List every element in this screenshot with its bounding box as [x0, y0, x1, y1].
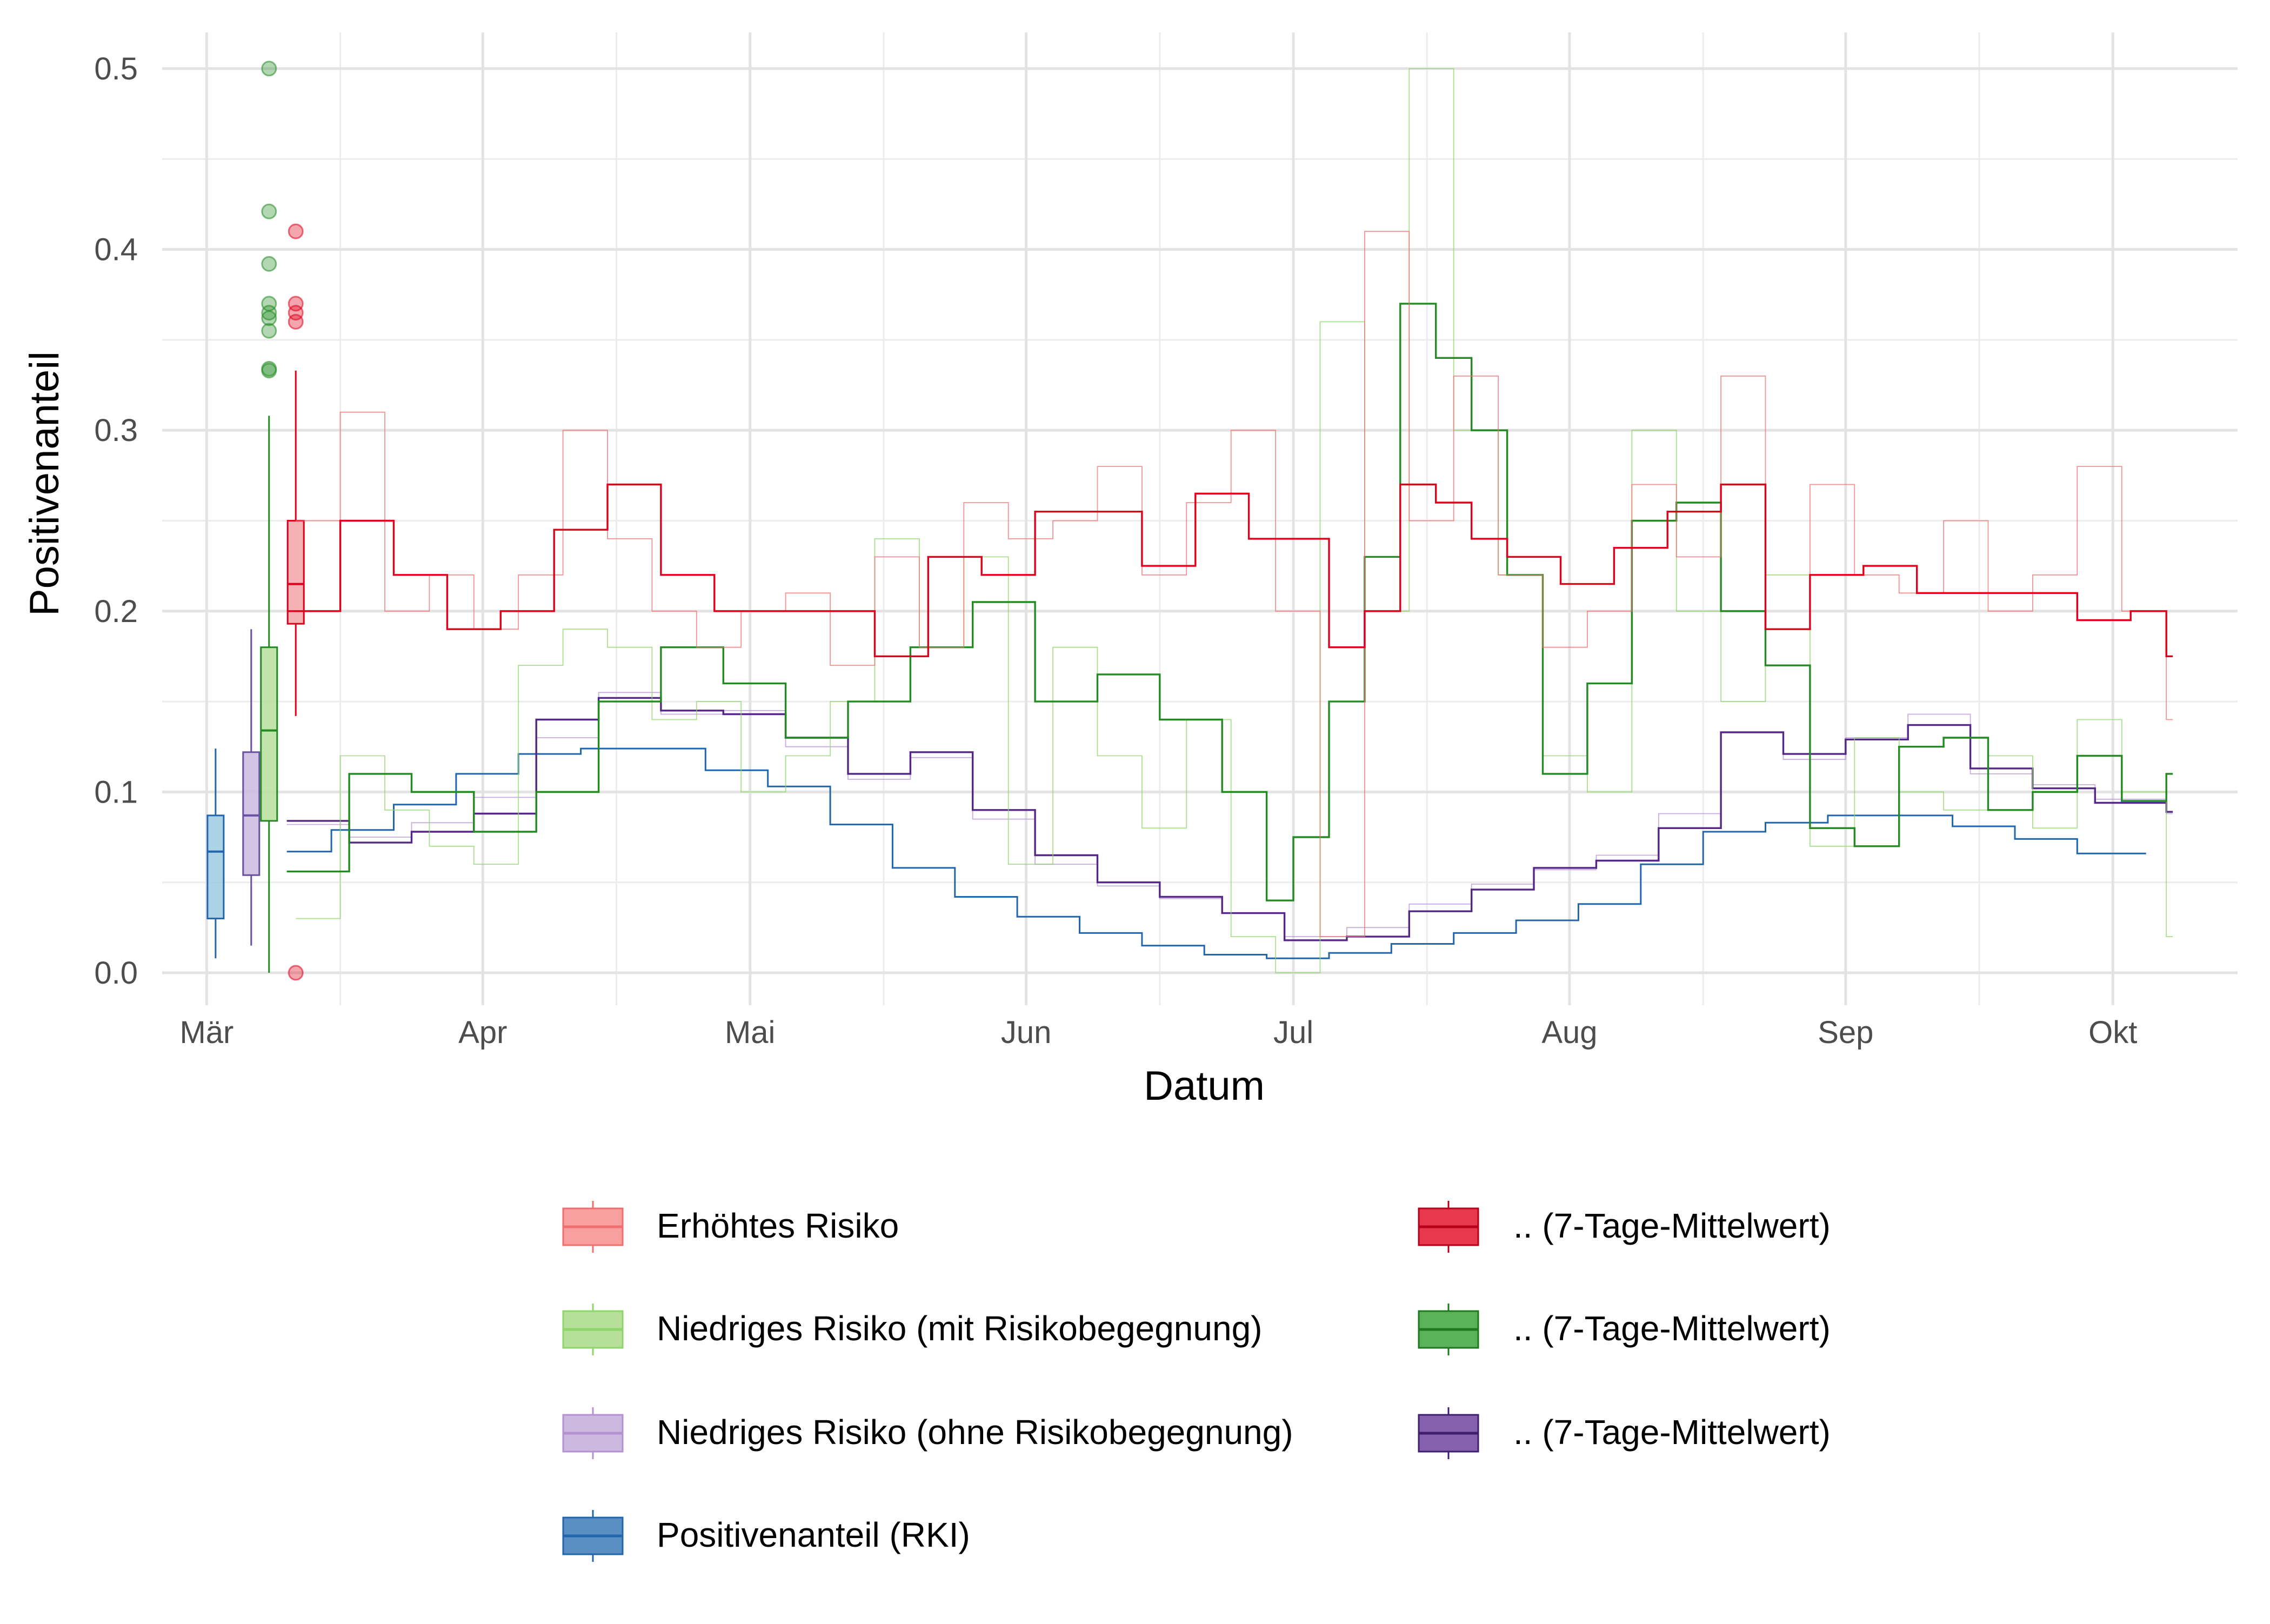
- y-tick-label: 0.1: [94, 774, 138, 810]
- y-tick-label: 0.0: [94, 955, 138, 991]
- boxplot-outlier-point: [288, 965, 304, 981]
- y-tick-label: 0.2: [94, 594, 138, 629]
- boxplot-outlier-point: [261, 323, 277, 339]
- boxplot-box: [286, 519, 305, 625]
- boxplot-outlier-point: [288, 223, 304, 239]
- x-tick-label: Sep: [1818, 1015, 1873, 1050]
- x-tick-label: Jun: [1001, 1015, 1052, 1050]
- boxplot-box: [242, 751, 261, 876]
- legend-key: [1418, 1407, 1479, 1459]
- boxplot-outlier-point: [261, 296, 277, 312]
- legend-label: .. (7-Tage-Mittelwert): [1513, 1413, 1831, 1452]
- x-tick-label: Mär: [179, 1015, 233, 1050]
- axis-layer: Mär Apr Mai Jun Jul Aug Sep Okt 0.0 0.1 0.2 0.3 0.4 0…: [94, 51, 2137, 1050]
- boxplot-outlier-point: [261, 203, 277, 219]
- legend: Erhöhtes Risiko Niedriges Risiko (mit Ris…: [562, 1201, 1831, 1562]
- legend-label: Niedriges Risiko (ohne Risikobegegnung): [657, 1413, 1293, 1452]
- legend-key: [562, 1304, 624, 1355]
- x-tick-label: Mai: [725, 1015, 775, 1050]
- series-layer: [286, 68, 2173, 973]
- legend-label: Positivenanteil (RKI): [657, 1515, 970, 1554]
- legend-label: .. (7-Tage-Mittelwert): [1513, 1206, 1831, 1245]
- series-line: [286, 697, 2173, 941]
- boxplot: [242, 629, 261, 946]
- x-tick-label: Okt: [2088, 1015, 2137, 1050]
- boxplot-box: [260, 646, 278, 822]
- x-axis-title: Datum: [1144, 1063, 1265, 1109]
- legend-key: [1418, 1201, 1479, 1253]
- legend-label: Erhöhtes Risiko: [657, 1206, 899, 1245]
- series-line: [296, 68, 2173, 973]
- boxplot: [260, 61, 278, 973]
- grid-layer: [162, 32, 2238, 1005]
- y-axis-title: Positivenanteil: [22, 351, 68, 616]
- series-line: [296, 231, 2173, 937]
- legend-key: [562, 1201, 624, 1253]
- legend-label: .. (7-Tage-Mittelwert): [1513, 1309, 1831, 1348]
- y-tick-label: 0.5: [94, 51, 138, 86]
- x-tick-label: Aug: [1541, 1015, 1597, 1050]
- boxplot-layer: [206, 61, 305, 981]
- boxplot-outlier-point: [288, 296, 304, 312]
- series-line: [286, 747, 2146, 959]
- legend-label: Niedriges Risiko (mit Risikobegegnung): [657, 1309, 1262, 1348]
- boxplot: [206, 748, 225, 959]
- boxplot-outlier-point: [261, 61, 277, 77]
- boxplot: [286, 223, 305, 981]
- y-tick-label: 0.4: [94, 232, 138, 268]
- y-tick-label: 0.3: [94, 413, 138, 448]
- boxplot-outlier-point: [261, 256, 277, 272]
- legend-key: [562, 1510, 624, 1562]
- boxplot-box: [206, 814, 225, 920]
- x-tick-label: Jul: [1273, 1015, 1313, 1050]
- series-line: [286, 483, 2173, 658]
- x-tick-label: Apr: [458, 1015, 507, 1050]
- boxplot-outlier-point: [261, 360, 277, 377]
- legend-key: [562, 1407, 624, 1459]
- series-line: [286, 303, 2173, 901]
- series-line: [286, 692, 2173, 937]
- legend-key: [1418, 1304, 1479, 1355]
